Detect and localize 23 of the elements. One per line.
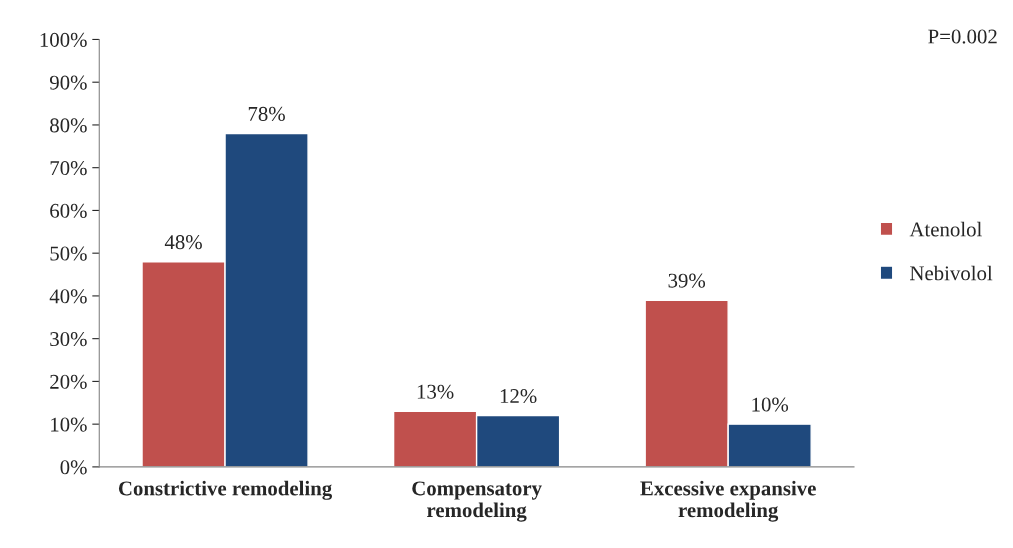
y-tick-label: 100% bbox=[40, 32, 87, 47]
data-label: 78% bbox=[248, 106, 285, 121]
y-tick-label: 10% bbox=[51, 417, 87, 432]
y-tick-label: 20% bbox=[50, 374, 87, 389]
legend-label: Nebivolol bbox=[910, 265, 993, 281]
y-tick-label: 40% bbox=[49, 289, 87, 304]
x-tick-label: Constrictive remodeling bbox=[118, 480, 332, 500]
y-tick-label: 60% bbox=[50, 203, 87, 218]
x-tick-label: Compensatory remodeling bbox=[412, 481, 542, 522]
data-label: 48% bbox=[164, 235, 202, 250]
data-label: 12% bbox=[500, 388, 537, 404]
y-tick-label: 0% bbox=[60, 460, 87, 475]
y-tick-label: 80% bbox=[50, 118, 87, 133]
legend-label: Atenolol bbox=[909, 221, 982, 237]
y-tick-label: 30% bbox=[50, 332, 87, 347]
data-label: 39% bbox=[668, 273, 706, 288]
y-tick-label: 50% bbox=[50, 246, 87, 261]
x-tick-label: Excessive expansive remodeling bbox=[640, 480, 816, 522]
y-tick-label: 70% bbox=[50, 161, 87, 176]
text: P=0.002 bbox=[928, 29, 997, 44]
y-tick-label: 90% bbox=[49, 75, 87, 90]
data-label: 10% bbox=[752, 397, 789, 412]
data-label: 13% bbox=[417, 384, 454, 399]
